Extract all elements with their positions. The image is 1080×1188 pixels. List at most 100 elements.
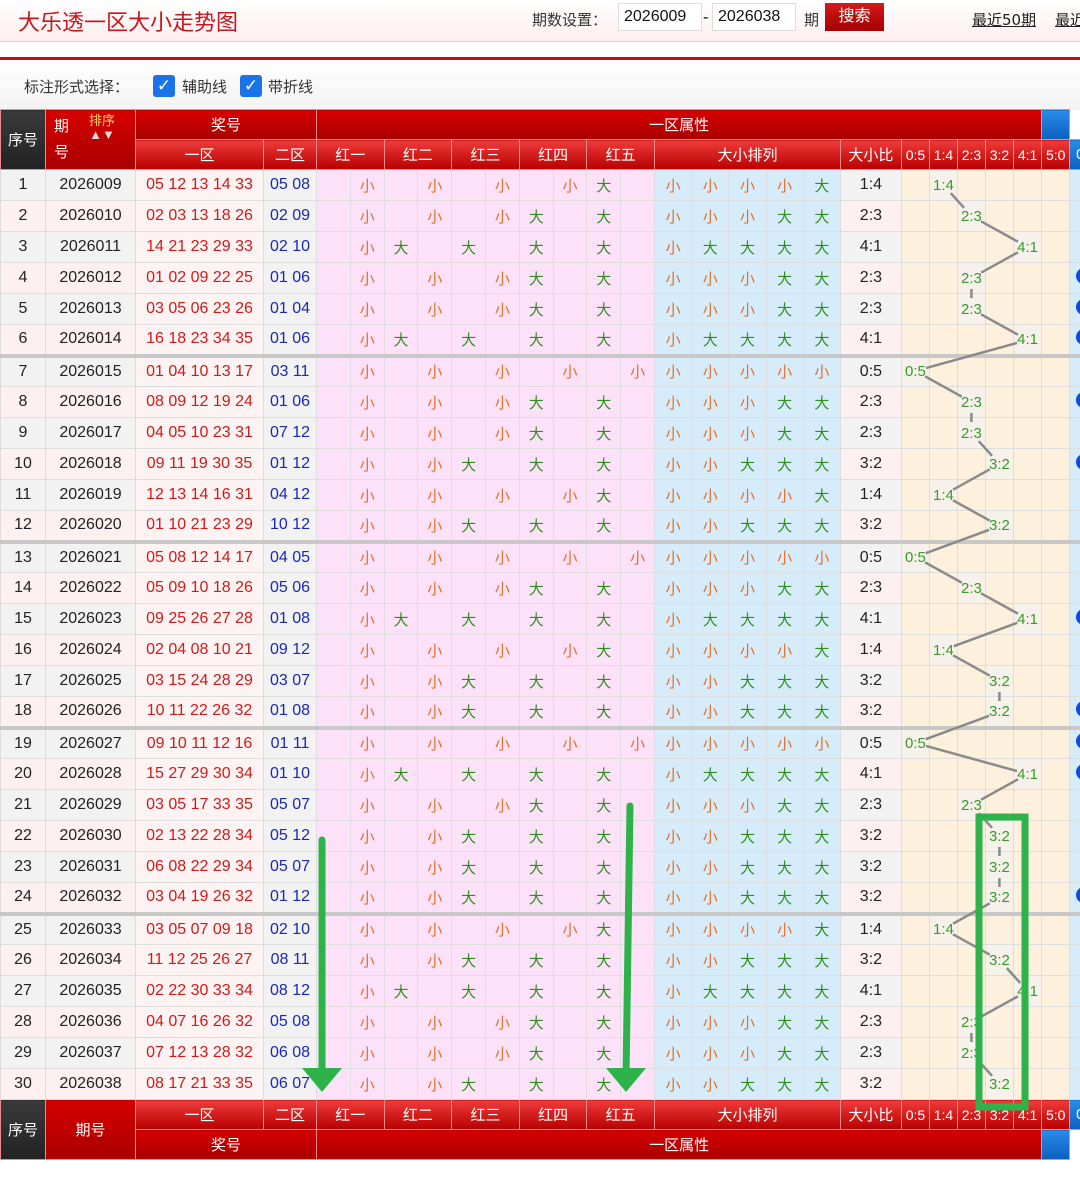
arrange-cell: 大 xyxy=(765,882,804,916)
red-small-cell: 小 xyxy=(552,634,588,666)
red-small-cell xyxy=(485,448,520,480)
red-big-cell xyxy=(383,1037,419,1069)
ratio-cell xyxy=(956,727,986,759)
red-big-cell xyxy=(586,727,622,759)
search-button[interactable]: 搜索 xyxy=(825,3,884,31)
ratio-cell xyxy=(956,510,986,544)
arrange-cell: 大 xyxy=(802,169,841,201)
arrange-cell: 大 xyxy=(691,231,730,263)
ratio-cell xyxy=(1012,789,1043,821)
ratio-cell xyxy=(928,789,958,821)
foot-prize: 奖号 xyxy=(134,1129,318,1160)
arrange-cell: 大 xyxy=(765,1006,804,1038)
ratio-cell xyxy=(984,293,1014,325)
arrange-cell: 小 xyxy=(765,479,804,511)
row-ratio: 3:2 xyxy=(839,851,902,883)
table-row: 5 2026013 03 05 06 23 26 01 04 小小小大大小小小大大 2:3… xyxy=(0,293,1080,325)
red-small-cell xyxy=(620,696,655,730)
red-small-cell: 小 xyxy=(349,293,385,325)
ratio-cell xyxy=(1041,479,1071,511)
ratio-cell xyxy=(984,169,1014,201)
arrange-cell: 大 xyxy=(802,696,841,730)
red-big-cell xyxy=(383,789,419,821)
red-big-cell xyxy=(316,417,351,449)
marker-dot-icon xyxy=(1076,763,1080,780)
ratio-cell xyxy=(1012,479,1043,511)
arrange-cell: 大 xyxy=(728,820,767,852)
table-row: 28 2026036 04 07 16 26 32 05 08 小小小大大小小小大大 2:… xyxy=(0,1006,1080,1038)
red-big-cell: 大 xyxy=(451,448,486,480)
row-seq: 20 xyxy=(0,758,46,790)
arrange-cell: 大 xyxy=(802,231,841,263)
red-small-cell: 小 xyxy=(349,231,385,263)
ratio-cell xyxy=(1012,696,1043,730)
red-small-cell: 小 xyxy=(349,355,385,387)
row-blue-numbers: 04 12 xyxy=(262,479,318,511)
col-issue[interactable]: 期号 排序 ▲▼ xyxy=(45,109,136,170)
ratio-cell xyxy=(1041,231,1071,263)
ratio-cell xyxy=(984,262,1014,294)
table-row: 18 2026026 10 11 22 26 32 01 08 小小大大大小小大大大 3:… xyxy=(0,696,1080,730)
red-small-cell xyxy=(552,417,588,449)
red-big-cell: 大 xyxy=(586,510,622,544)
col-prize: 奖号 xyxy=(134,109,318,140)
red-big-cell: 大 xyxy=(451,665,486,697)
red-big-cell xyxy=(316,789,351,821)
red-big-cell xyxy=(383,200,419,232)
table-row: 7 2026015 01 04 10 13 17 03 11 小小小小小小小小小小 0:5… xyxy=(0,355,1080,387)
red-small-cell xyxy=(552,696,588,730)
ratio-cell xyxy=(900,789,930,821)
arrange-cell: 大 xyxy=(728,851,767,883)
sort-button[interactable]: 排序 xyxy=(89,112,116,128)
page-title: 大乐透一区大小走势图 xyxy=(18,11,239,36)
row-red-numbers: 14 21 23 29 33 xyxy=(135,231,264,263)
recent-50-link[interactable]: 最近50期 xyxy=(972,11,1037,29)
row-blue-numbers: 05 06 xyxy=(262,572,318,604)
row-blue-numbers: 01 12 xyxy=(262,882,318,916)
row-ratio: 3:2 xyxy=(839,1068,902,1100)
fold-line-checkbox[interactable]: ✓ xyxy=(240,75,262,97)
row-red-numbers: 16 18 23 34 35 xyxy=(135,324,264,358)
red-small-cell xyxy=(552,603,588,635)
red-big-cell: 大 xyxy=(518,696,554,730)
red-small-cell xyxy=(620,665,655,697)
red-small-cell: 小 xyxy=(349,1068,385,1100)
ratio-cell xyxy=(900,758,930,790)
row-seq: 12 xyxy=(0,510,46,544)
marker-dot-icon xyxy=(1076,328,1080,345)
row-ratio: 2:3 xyxy=(839,572,902,604)
row-ratio: 3:2 xyxy=(839,820,902,852)
ratio-cell xyxy=(1041,696,1071,730)
recent-link[interactable]: 最近 xyxy=(1055,11,1080,29)
ratio-cell xyxy=(928,1006,958,1038)
sort-arrows-icon[interactable]: ▲▼ xyxy=(89,126,115,142)
options-bar: 标注形式选择： 辅助线 带折线 xyxy=(0,60,1080,110)
red-small-cell xyxy=(552,789,588,821)
extra-cell xyxy=(1069,293,1080,325)
red-small-cell xyxy=(620,1068,655,1100)
red-small-cell: 小 xyxy=(485,417,520,449)
row-red-numbers: 02 03 13 18 26 xyxy=(135,200,264,232)
ratio-cell xyxy=(928,975,958,1007)
red-big-cell: 大 xyxy=(586,324,622,358)
ratio-marker: 0:5 xyxy=(900,541,930,573)
arrange-cell: 小 xyxy=(653,634,693,666)
ratio-cell xyxy=(928,262,958,294)
period-from-input[interactable] xyxy=(618,3,702,31)
red-big-cell xyxy=(383,665,419,697)
red-small-cell: 小 xyxy=(485,572,520,604)
ratio-marker: 1:4 xyxy=(928,169,958,201)
red-small-cell: 小 xyxy=(485,386,520,418)
ratio-cell xyxy=(956,231,986,263)
row-issue: 2026026 xyxy=(45,696,136,730)
red-big-cell: 大 xyxy=(586,634,622,666)
aux-line-checkbox[interactable]: ✓ xyxy=(153,75,175,97)
row-issue: 2026036 xyxy=(45,1006,136,1038)
ratio-cell xyxy=(900,386,930,418)
ratio-cell xyxy=(900,665,930,697)
period-to-input[interactable] xyxy=(712,3,796,31)
red-small-cell: 小 xyxy=(552,479,588,511)
red-big-cell: 大 xyxy=(586,696,622,730)
red-big-cell xyxy=(316,510,351,544)
row-blue-numbers: 01 10 xyxy=(262,758,318,790)
